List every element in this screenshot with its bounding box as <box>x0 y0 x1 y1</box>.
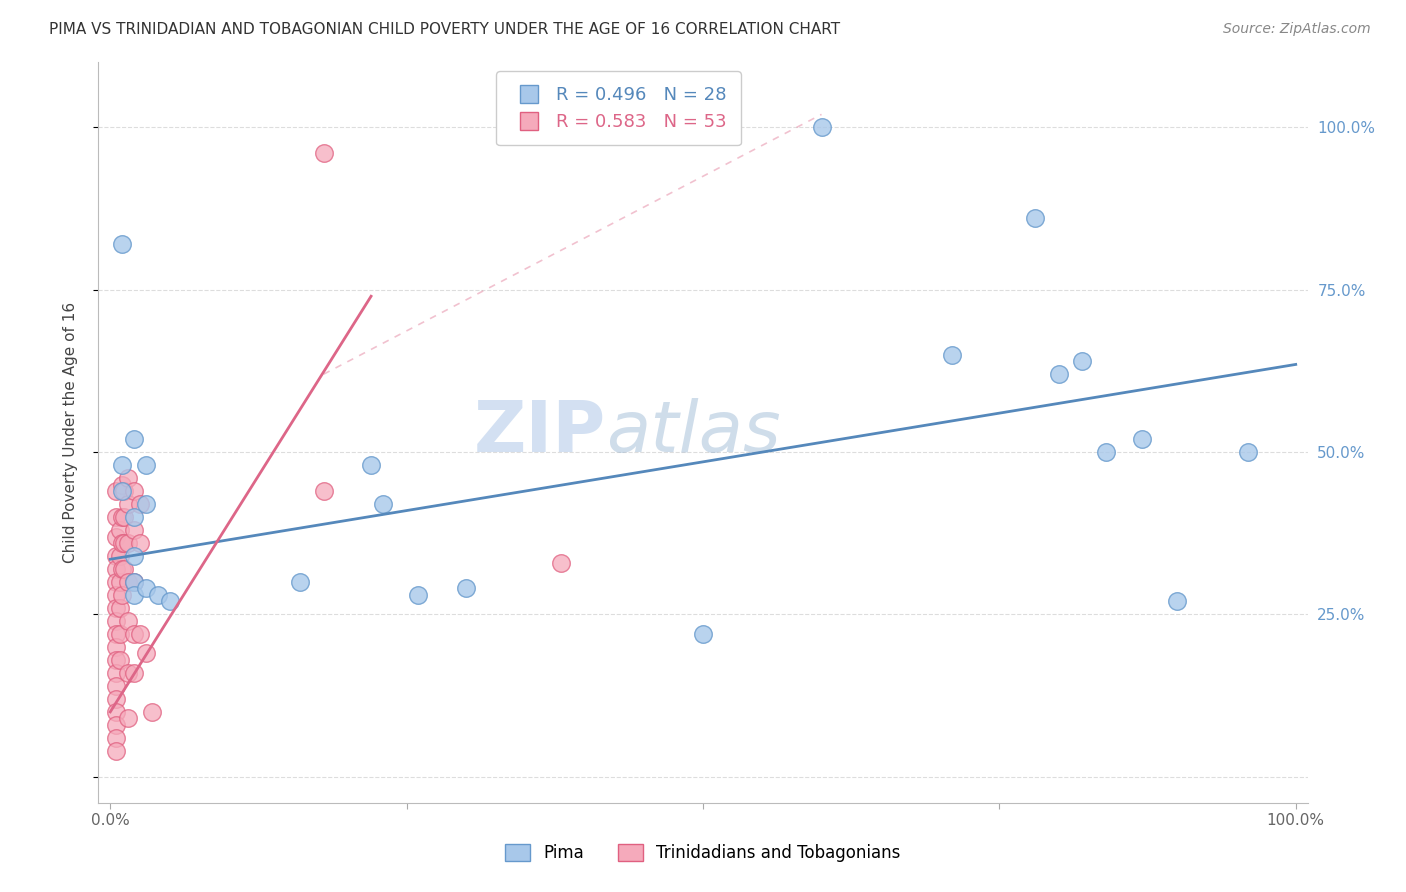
Point <box>122 574 145 589</box>
Point <box>105 484 128 499</box>
Point <box>692 627 714 641</box>
Point <box>135 582 157 596</box>
Point <box>105 692 128 706</box>
Point <box>122 665 145 680</box>
Point <box>1095 445 1118 459</box>
Point <box>1024 211 1046 226</box>
Point <box>1130 432 1153 446</box>
Point <box>111 510 134 524</box>
Text: atlas: atlas <box>606 398 780 467</box>
Legend: Pima, Trinidadians and Tobagonians: Pima, Trinidadians and Tobagonians <box>499 837 907 869</box>
Point <box>108 653 131 667</box>
Point <box>108 549 131 563</box>
Point <box>114 536 136 550</box>
Point <box>1071 354 1094 368</box>
Point <box>129 627 152 641</box>
Point <box>105 601 128 615</box>
Point <box>111 562 134 576</box>
Point <box>117 665 139 680</box>
Point <box>146 588 169 602</box>
Point <box>117 536 139 550</box>
Point <box>105 718 128 732</box>
Point <box>114 562 136 576</box>
Point <box>117 574 139 589</box>
Point <box>312 146 335 161</box>
Point <box>141 705 163 719</box>
Point <box>1237 445 1260 459</box>
Point <box>105 510 128 524</box>
Text: Source: ZipAtlas.com: Source: ZipAtlas.com <box>1223 22 1371 37</box>
Point <box>408 588 430 602</box>
Point <box>108 601 131 615</box>
Point <box>117 471 139 485</box>
Point <box>135 497 157 511</box>
Point <box>114 484 136 499</box>
Point <box>288 574 311 589</box>
Y-axis label: Child Poverty Under the Age of 16: Child Poverty Under the Age of 16 <box>63 302 77 563</box>
Point <box>122 523 145 537</box>
Point <box>111 477 134 491</box>
Point <box>105 731 128 745</box>
Point <box>1166 594 1188 608</box>
Point <box>105 653 128 667</box>
Point <box>105 679 128 693</box>
Point <box>111 458 134 472</box>
Text: PIMA VS TRINIDADIAN AND TOBAGONIAN CHILD POVERTY UNDER THE AGE OF 16 CORRELATION: PIMA VS TRINIDADIAN AND TOBAGONIAN CHILD… <box>49 22 841 37</box>
Point <box>135 458 157 472</box>
Point <box>105 588 128 602</box>
Point <box>122 588 145 602</box>
Point <box>135 647 157 661</box>
Point <box>111 536 134 550</box>
Point <box>810 120 832 135</box>
Point <box>105 705 128 719</box>
Point <box>105 665 128 680</box>
Point <box>117 497 139 511</box>
Point <box>122 627 145 641</box>
Point <box>105 744 128 758</box>
Point <box>105 614 128 628</box>
Point <box>1047 367 1070 381</box>
Point <box>111 484 134 499</box>
Point <box>105 549 128 563</box>
Point <box>105 529 128 543</box>
Point <box>105 627 128 641</box>
Point <box>105 562 128 576</box>
Point <box>371 497 394 511</box>
Point <box>108 523 131 537</box>
Point <box>111 237 134 252</box>
Point <box>117 711 139 725</box>
Point <box>122 574 145 589</box>
Text: ZIP: ZIP <box>474 398 606 467</box>
Point <box>105 574 128 589</box>
Point <box>360 458 382 472</box>
Point <box>122 549 145 563</box>
Point <box>454 582 477 596</box>
Point <box>105 640 128 654</box>
Point <box>312 484 335 499</box>
Point <box>122 432 145 446</box>
Point <box>159 594 181 608</box>
Point <box>108 627 131 641</box>
Point <box>117 614 139 628</box>
Point <box>108 574 131 589</box>
Point <box>129 536 152 550</box>
Point <box>122 510 145 524</box>
Point <box>941 348 963 362</box>
Point <box>129 497 152 511</box>
Point <box>122 484 145 499</box>
Point <box>114 510 136 524</box>
Point <box>111 588 134 602</box>
Point <box>550 556 572 570</box>
